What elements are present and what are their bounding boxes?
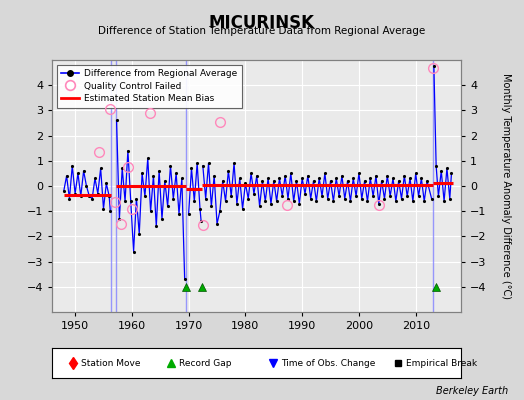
Text: Difference of Station Temperature Data from Regional Average: Difference of Station Temperature Data f… [99,26,425,36]
Text: Empirical Break: Empirical Break [406,358,477,368]
Y-axis label: Monthly Temperature Anomaly Difference (°C): Monthly Temperature Anomaly Difference (… [500,73,510,299]
Text: Time of Obs. Change: Time of Obs. Change [281,358,376,368]
Text: MICURINSK: MICURINSK [209,14,315,32]
Text: Station Move: Station Move [81,358,140,368]
Text: Record Gap: Record Gap [179,358,232,368]
Legend: Difference from Regional Average, Quality Control Failed, Estimated Station Mean: Difference from Regional Average, Qualit… [57,64,242,108]
Text: Berkeley Earth: Berkeley Earth [436,386,508,396]
